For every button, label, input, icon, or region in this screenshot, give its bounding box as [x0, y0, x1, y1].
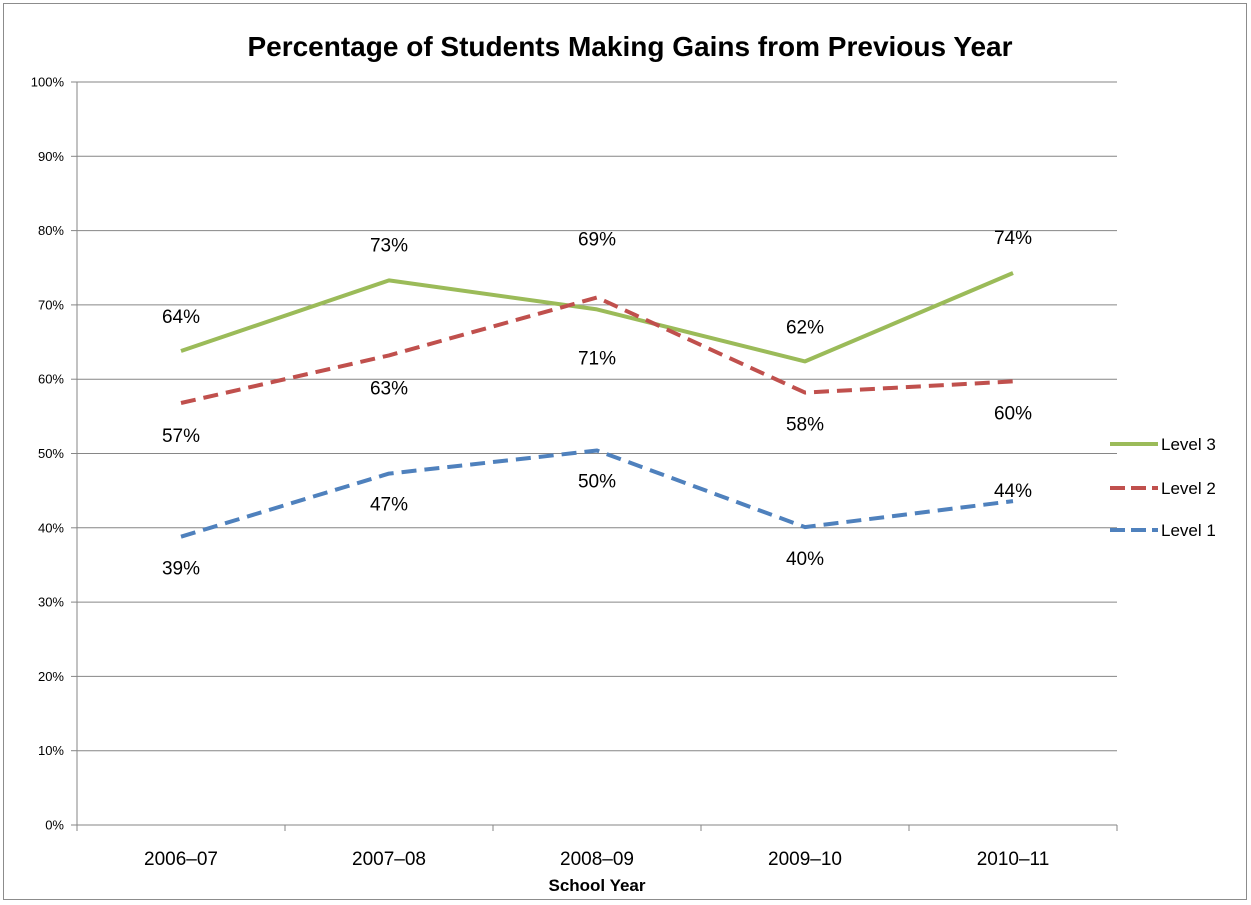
- data-label: 58%: [786, 415, 824, 436]
- legend-label: Level 2: [1161, 479, 1216, 498]
- x-tick-label: 2009–10: [768, 849, 842, 870]
- y-tick-label: 80%: [38, 223, 64, 238]
- axes: 0% 10% 20% 30% 40% 50% 60% 70% 80% 90% 100% 2006–07…: [31, 75, 1118, 870]
- y-tick-label: 70%: [38, 297, 64, 312]
- data-label: 69%: [578, 229, 616, 250]
- series-line-level-1: [180, 448, 1014, 539]
- data-label: 71%: [578, 348, 616, 369]
- x-tick-label: 2007–08: [352, 849, 426, 870]
- y-tick-label: 60%: [38, 372, 64, 387]
- data-label: 64%: [162, 307, 200, 328]
- legend-label: Level 1: [1161, 521, 1216, 540]
- y-tick-label: 20%: [38, 669, 64, 684]
- data-label: 74%: [994, 228, 1032, 249]
- y-tick-label: 10%: [38, 743, 64, 758]
- data-label: 44%: [994, 481, 1032, 502]
- data-label: 60%: [994, 403, 1032, 424]
- series-line-level-2: [180, 295, 1014, 405]
- data-label: 40%: [786, 549, 824, 570]
- legend-label: Level 3: [1161, 435, 1216, 454]
- series-line-level-3: [180, 271, 1014, 364]
- x-axis-title: School Year: [548, 876, 645, 895]
- data-label: 73%: [370, 235, 408, 256]
- data-label: 62%: [786, 317, 824, 338]
- chart-title: Percentage of Students Making Gains from…: [247, 31, 1012, 62]
- gridlines: [77, 81, 1117, 752]
- y-tick-label: 40%: [38, 520, 64, 535]
- data-label: 63%: [370, 378, 408, 399]
- series-lines: [180, 271, 1014, 539]
- y-tick-label: 0%: [45, 818, 64, 833]
- data-label: 39%: [162, 559, 200, 580]
- x-tick-label: 2006–07: [144, 849, 218, 870]
- legend: Level 3 Level 2 Level 1: [1110, 435, 1216, 540]
- y-tick-label: 50%: [38, 446, 64, 461]
- data-labels: 64% 73% 71% 62% 74% 57% 63% 69% 58% 60% 39% 47% 50% 4…: [162, 228, 1032, 580]
- data-label: 57%: [162, 426, 200, 447]
- y-tick-label: 100%: [31, 75, 65, 90]
- y-tick-label: 30%: [38, 595, 64, 610]
- x-tick-label: 2008–09: [560, 849, 634, 870]
- data-label: 50%: [578, 472, 616, 493]
- x-tick-label: 2010–11: [977, 849, 1050, 870]
- y-tick-label: 90%: [38, 149, 64, 164]
- data-label: 47%: [370, 495, 408, 516]
